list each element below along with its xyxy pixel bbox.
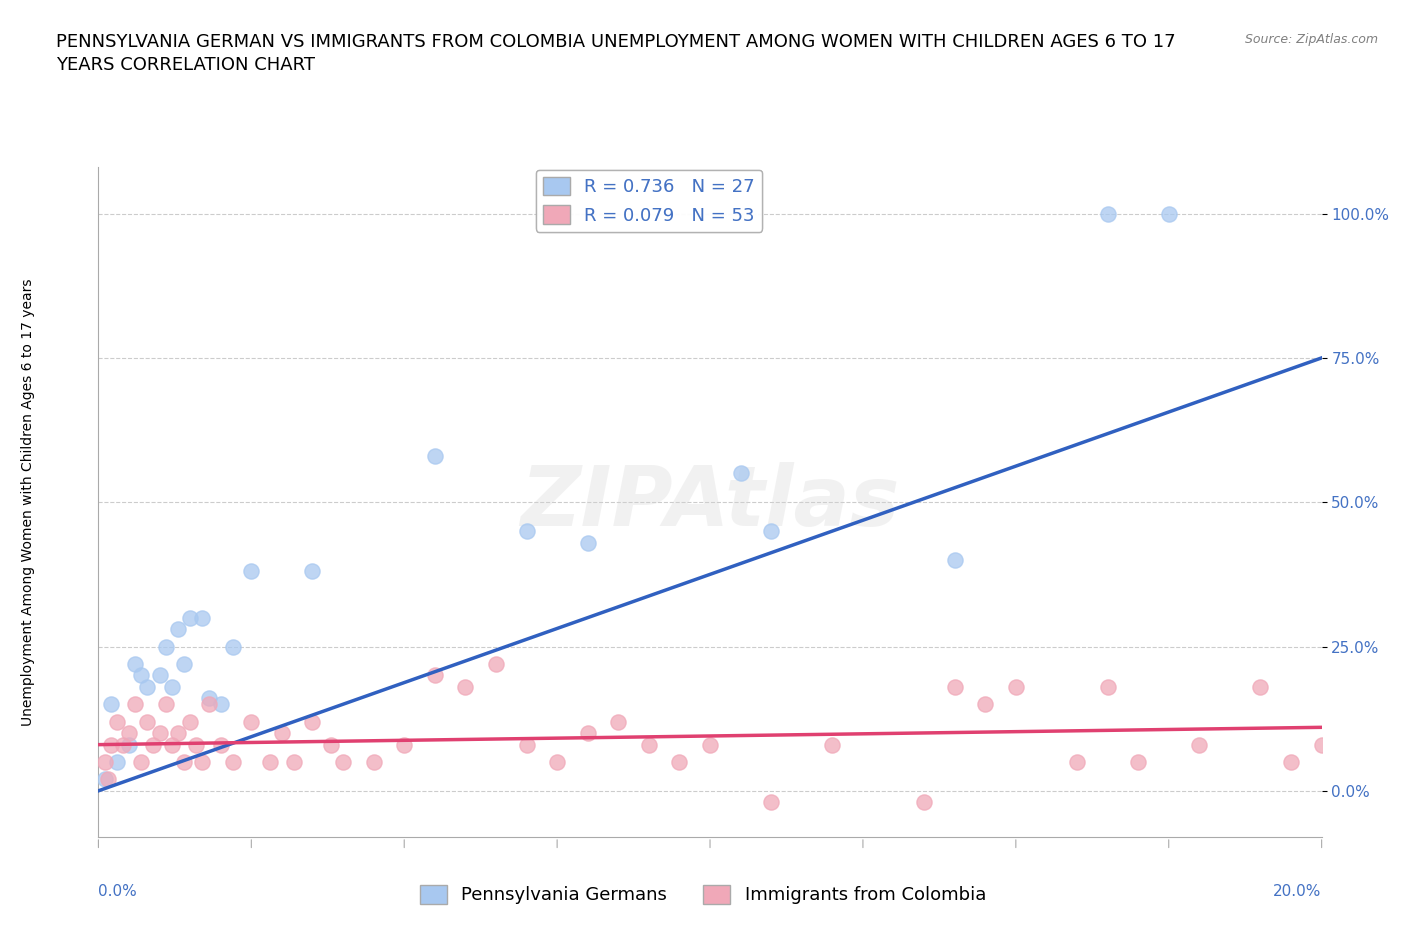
- Point: [943, 552, 966, 567]
- Point: [363, 754, 385, 769]
- Point: [129, 668, 152, 683]
- Point: [155, 639, 177, 654]
- Point: [179, 714, 201, 729]
- Point: [100, 737, 122, 752]
- Point: [454, 680, 477, 695]
- Legend: R = 0.736   N = 27, R = 0.079   N = 53: R = 0.736 N = 27, R = 0.079 N = 53: [536, 170, 762, 232]
- Point: [485, 657, 508, 671]
- Point: [93, 772, 115, 787]
- Point: [319, 737, 342, 752]
- Point: [1097, 206, 1119, 221]
- Point: [100, 697, 122, 711]
- Text: ZIPAtlas: ZIPAtlas: [520, 461, 900, 543]
- Text: 0.0%: 0.0%: [98, 884, 138, 899]
- Point: [209, 737, 232, 752]
- Point: [129, 754, 152, 769]
- Point: [301, 564, 323, 578]
- Point: [160, 680, 183, 695]
- Point: [209, 697, 232, 711]
- Point: [607, 714, 630, 729]
- Point: [1310, 737, 1333, 752]
- Point: [1097, 680, 1119, 695]
- Point: [118, 737, 141, 752]
- Point: [637, 737, 661, 752]
- Point: [222, 754, 245, 769]
- Point: [118, 725, 141, 740]
- Point: [1157, 206, 1180, 221]
- Point: [111, 737, 134, 752]
- Point: [1128, 754, 1150, 769]
- Point: [1188, 737, 1211, 752]
- Point: [191, 610, 214, 625]
- Point: [516, 737, 538, 752]
- Point: [283, 754, 305, 769]
- Point: [668, 754, 690, 769]
- Point: [761, 524, 783, 538]
- Point: [1066, 754, 1088, 769]
- Text: Source: ZipAtlas.com: Source: ZipAtlas.com: [1244, 33, 1378, 46]
- Point: [149, 725, 172, 740]
- Point: [392, 737, 416, 752]
- Point: [516, 524, 538, 538]
- Point: [301, 714, 323, 729]
- Point: [1250, 680, 1272, 695]
- Point: [155, 697, 177, 711]
- Point: [546, 754, 568, 769]
- Point: [160, 737, 183, 752]
- Point: [105, 714, 128, 729]
- Point: [97, 772, 120, 787]
- Point: [167, 725, 190, 740]
- Point: [167, 622, 190, 637]
- Text: 20.0%: 20.0%: [1274, 884, 1322, 899]
- Point: [270, 725, 294, 740]
- Point: [191, 754, 214, 769]
- Point: [576, 535, 599, 550]
- Point: [259, 754, 281, 769]
- Point: [149, 668, 172, 683]
- Point: [105, 754, 128, 769]
- Text: PENNSYLVANIA GERMAN VS IMMIGRANTS FROM COLOMBIA UNEMPLOYMENT AMONG WOMEN WITH CH: PENNSYLVANIA GERMAN VS IMMIGRANTS FROM C…: [56, 33, 1175, 50]
- Point: [197, 691, 219, 706]
- Point: [332, 754, 354, 769]
- Point: [1279, 754, 1302, 769]
- Point: [186, 737, 208, 752]
- Point: [136, 714, 159, 729]
- Point: [943, 680, 966, 695]
- Legend: Pennsylvania Germans, Immigrants from Colombia: Pennsylvania Germans, Immigrants from Co…: [412, 878, 994, 911]
- Point: [974, 697, 997, 711]
- Point: [699, 737, 721, 752]
- Point: [179, 610, 201, 625]
- Point: [730, 466, 752, 481]
- Point: [173, 754, 195, 769]
- Point: [222, 639, 245, 654]
- Text: Unemployment Among Women with Children Ages 6 to 17 years: Unemployment Among Women with Children A…: [21, 278, 35, 726]
- Point: [761, 795, 783, 810]
- Point: [912, 795, 935, 810]
- Point: [423, 668, 446, 683]
- Point: [576, 725, 599, 740]
- Point: [142, 737, 165, 752]
- Point: [240, 714, 263, 729]
- Point: [93, 754, 115, 769]
- Point: [197, 697, 219, 711]
- Point: [124, 657, 146, 671]
- Text: YEARS CORRELATION CHART: YEARS CORRELATION CHART: [56, 56, 315, 73]
- Point: [821, 737, 844, 752]
- Point: [124, 697, 146, 711]
- Point: [423, 448, 446, 463]
- Point: [1004, 680, 1026, 695]
- Point: [240, 564, 263, 578]
- Point: [136, 680, 159, 695]
- Point: [173, 657, 195, 671]
